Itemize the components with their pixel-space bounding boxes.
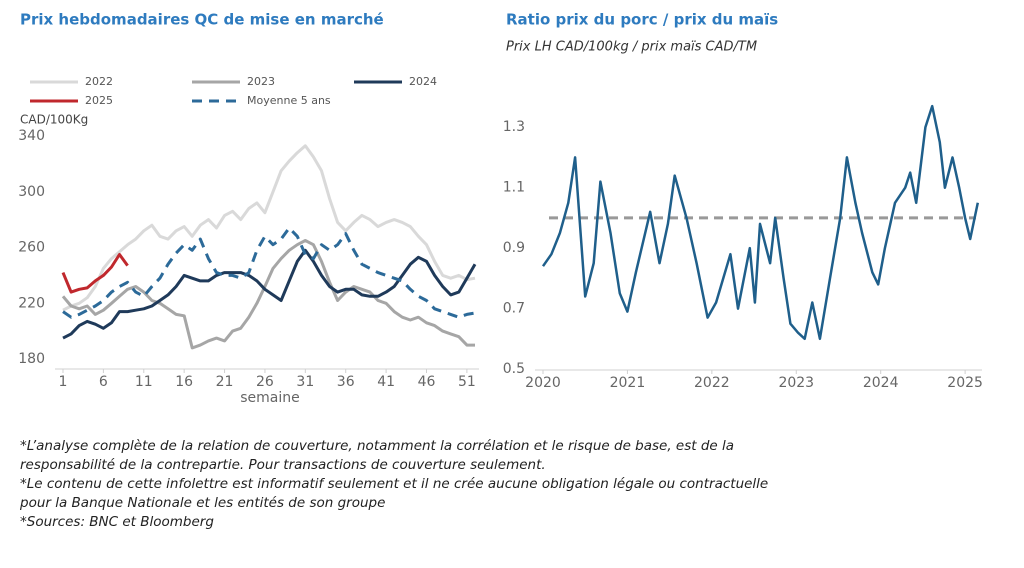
chart-subtitle: Prix LH CAD/100kg / prix maïs CAD/TM: [506, 40, 757, 55]
series-line: [61, 239, 475, 350]
x-tick-label: 2022: [694, 375, 730, 391]
x-tick-label: 21: [216, 374, 234, 390]
x-tick-label: 16: [175, 374, 193, 390]
legend-label: 2023: [247, 75, 275, 88]
legend-label: 2024: [409, 75, 437, 88]
x-tick-label: 2025: [947, 375, 983, 391]
y-tick-label: 180: [18, 351, 45, 367]
y-tick-label: 0.9: [503, 240, 525, 256]
y-tick-label: 0.5: [503, 361, 525, 377]
legend-label: 2025: [85, 94, 113, 107]
x-tick-label: 41: [377, 374, 395, 390]
x-tick-label: 26: [256, 374, 274, 390]
chart-title: Prix hebdomadaires QC de mise en marché: [20, 11, 384, 29]
y-tick-label: 1.3: [503, 119, 525, 135]
x-tick-label: 1: [59, 374, 68, 390]
chart-title: Ratio prix du porc / prix du maïs: [506, 11, 778, 29]
x-tick-label: 2024: [863, 375, 899, 391]
x-tick-label: 2023: [778, 375, 814, 391]
series-line: [62, 144, 476, 312]
y-tick-label: 300: [18, 184, 45, 200]
x-tick-label: 36: [337, 374, 355, 390]
y-axis-label: CAD/100Kg: [20, 113, 88, 127]
series-line: [62, 248, 477, 340]
x-tick-label: 51: [458, 374, 476, 390]
footnote-line: *Sources: BNC et Bloomberg: [20, 514, 214, 530]
footnotes: *L’analyse complète de la relation de co…: [19, 438, 768, 530]
footnote-line: *L’analyse complète de la relation de co…: [20, 438, 734, 454]
footnote-line: responsabilité de la contrepartie. Pour …: [20, 457, 546, 473]
series-line: [541, 104, 980, 341]
y-tick-label: 1.1: [503, 180, 525, 196]
series-line: [62, 226, 476, 319]
legend-label: Moyenne 5 ans: [247, 94, 331, 107]
x-tick-label: 2021: [610, 375, 646, 391]
footnote-line: *Le contenu de cette infolettre est info…: [20, 476, 768, 492]
y-tick-label: 0.7: [503, 301, 525, 317]
x-axis-label: semaine: [240, 390, 300, 406]
y-tick-label: 220: [18, 295, 45, 311]
x-tick-label: 31: [296, 374, 314, 390]
x-tick-label: 11: [135, 374, 153, 390]
footnote-line: pour la Banque Nationale et les entités …: [19, 495, 385, 511]
x-tick-label: 6: [99, 374, 108, 390]
legend-label: 2022: [85, 75, 113, 88]
x-tick-label: 46: [418, 374, 436, 390]
y-tick-label: 260: [18, 240, 45, 256]
series-line: [61, 253, 129, 294]
x-tick-label: 2020: [525, 375, 561, 391]
y-tick-label: 340: [18, 128, 45, 144]
